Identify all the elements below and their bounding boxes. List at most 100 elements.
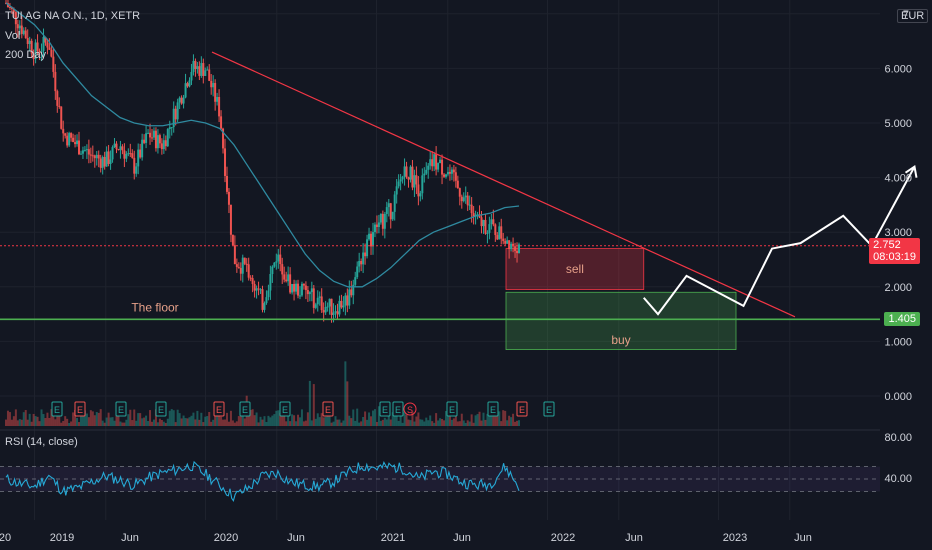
candle-body [68,133,71,146]
candle-body [373,224,376,233]
volume-bar [147,421,150,426]
candle-body [52,56,55,72]
candle-body [486,232,489,234]
volume-bar [154,409,157,426]
volume-bar [458,421,461,426]
volume-bar [206,416,209,426]
candle-body [204,70,207,76]
candle-body [168,127,171,130]
volume-bar [66,418,69,426]
candle-body [202,63,205,76]
time-tick: 2020 [214,532,238,544]
currency-badge[interactable]: EUR [897,9,929,23]
volume-bar [178,413,181,426]
earnings-marker-box [239,401,251,417]
volume-bar [413,421,416,426]
candle-body [235,264,238,267]
volume-bar [391,412,394,426]
earnings-marker-box [74,401,86,417]
event-marker: E [242,405,248,415]
candle-body [395,186,398,195]
candle-body [129,153,132,155]
volume-bar [488,414,491,426]
candle-body [354,277,357,285]
volume-bar [476,414,479,426]
candle-body [79,153,82,155]
volume-bar [514,421,517,426]
volume-bar [452,418,455,426]
volume-bar [214,413,217,426]
candle-body [421,175,424,194]
volume-bar [415,416,418,426]
candle-body [182,97,185,104]
candle-body [433,154,436,167]
candle-body [184,83,187,98]
ma-200-line [5,2,520,288]
volume-bar [12,416,15,426]
volume-bar [358,422,361,426]
earnings-marker-box [213,401,225,417]
volume-bar [399,416,402,426]
candle-body [393,194,396,212]
volume-bar [441,419,444,426]
volume-bar [212,419,215,426]
earnings-marker-box [115,401,127,417]
volume-bar [186,418,189,426]
candle-body [127,153,130,155]
volume-bar [190,415,193,426]
rsi-line [5,460,520,502]
candle-body [444,174,447,177]
volume-bar [336,419,339,426]
volume-bar [298,417,301,426]
candle-body [81,150,84,154]
candle-body [370,233,373,247]
candle-body [328,298,331,307]
volume-bar [389,419,392,426]
volume-bar [354,420,357,426]
sell-zone [505,248,645,290]
price-tick: 6.000 [884,63,912,75]
volume-bar [123,422,126,426]
rsi-tick: 80.00 [884,432,912,444]
volume-bar [460,413,463,426]
volume-bar [328,409,331,426]
candle-body [74,142,77,145]
volume-bar [492,413,495,426]
volume-bar [101,420,104,426]
candle-body [289,274,292,293]
volume-bar [462,420,465,426]
candle-body [28,40,31,44]
candle-body [470,204,473,214]
volume-bar [89,410,92,426]
candle-body [143,139,146,143]
event-marker: E [546,405,552,415]
volume-bar [160,419,163,426]
volume-bar [397,420,400,426]
floor-price-badge: 1.405 [884,312,920,326]
volume-bar [243,418,246,426]
volume-bar [366,419,369,426]
candle-body [48,47,51,50]
candle-body [18,25,21,29]
volume-bar [237,416,240,426]
candle-body [208,69,211,81]
event-marker: E [54,405,60,415]
volume-bar [97,412,100,426]
candle-body [233,245,236,265]
candle-body [261,289,264,310]
volume-bar [170,409,173,426]
price-tick: 4.000 [884,173,912,185]
candle-body [60,106,63,129]
candle-body [482,219,485,227]
candle-body [322,310,325,313]
candle-body [83,150,86,152]
volume-bar [38,421,41,426]
candle-body [429,159,432,166]
volume-bar [291,414,294,426]
volume-bar [423,421,426,426]
volume-bar [516,420,519,426]
candle-body [180,97,183,104]
candle-body [62,128,65,134]
price-tick: 5.000 [884,118,912,130]
